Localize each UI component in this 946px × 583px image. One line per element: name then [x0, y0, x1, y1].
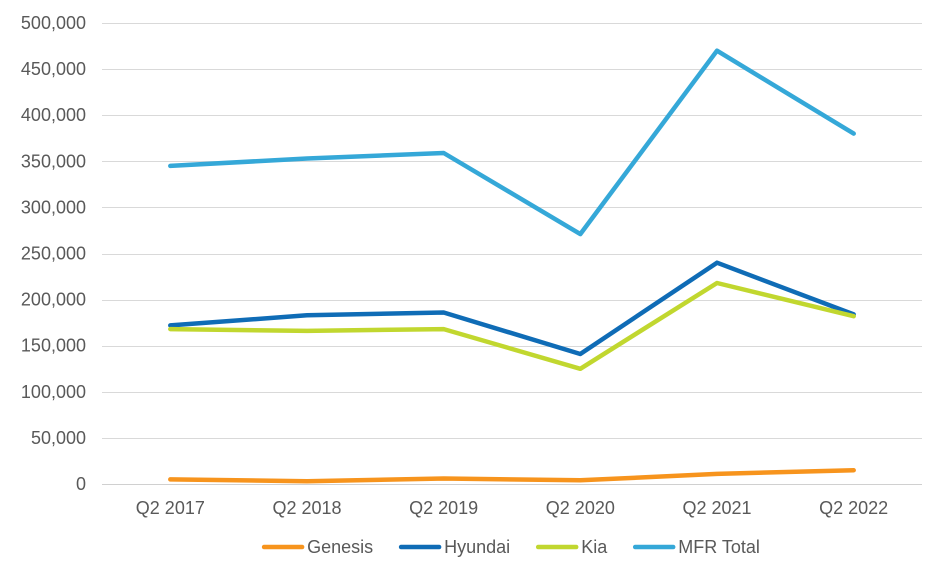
- x-tick-label: Q2 2019: [409, 498, 478, 518]
- legend: Genesis Hyundai Kia MFR Total: [261, 537, 760, 557]
- y-tick-label: 50,000: [31, 428, 86, 448]
- x-tick-label: Q2 2020: [546, 498, 615, 518]
- y-tick-label: 350,000: [21, 151, 86, 171]
- legend-label: Hyundai: [444, 537, 510, 557]
- series-lines: [168, 48, 856, 484]
- y-tick-label: 0: [76, 474, 86, 494]
- legend-item: Kia: [535, 537, 608, 557]
- y-tick-label: 450,000: [21, 59, 86, 79]
- legend-label: MFR Total: [678, 537, 760, 557]
- y-tick-label: 150,000: [21, 336, 86, 356]
- y-tick-label: 100,000: [21, 382, 86, 402]
- y-tick-label: 200,000: [21, 290, 86, 310]
- series-line-hyundai: [168, 260, 856, 357]
- y-axis-tick-labels: 0 50,000 100,000 150,000 200,000 250,000 300,0…: [21, 13, 86, 494]
- x-tick-label: Q2 2021: [682, 498, 751, 518]
- x-tick-label: Q2 2022: [819, 498, 888, 518]
- x-axis-tick-labels: Q2 2017 Q2 2018 Q2 2019 Q2 2020 Q2 2021 Q2 20…: [136, 498, 888, 518]
- y-tick-label: 400,000: [21, 105, 86, 125]
- y-tick-label: 300,000: [21, 197, 86, 217]
- y-tick-label: 250,000: [21, 244, 86, 264]
- y-tick-label: 500,000: [21, 13, 86, 33]
- legend-label: Kia: [581, 537, 608, 557]
- gridlines: [102, 23, 922, 485]
- series-line-mfr-total: [168, 48, 856, 237]
- legend-label: Genesis: [307, 537, 373, 557]
- series-line-kia: [168, 280, 856, 372]
- series-line-genesis: [168, 467, 856, 484]
- x-tick-label: Q2 2017: [136, 498, 205, 518]
- legend-item: MFR Total: [632, 537, 760, 557]
- legend-item: Hyundai: [398, 537, 510, 557]
- legend-item: Genesis: [261, 537, 373, 557]
- x-tick-label: Q2 2018: [272, 498, 341, 518]
